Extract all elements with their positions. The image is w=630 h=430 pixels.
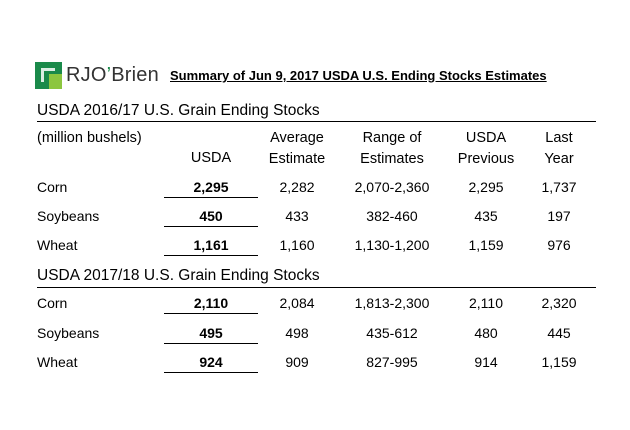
previous-value: 1,159 — [468, 237, 504, 253]
usda-value: 924 — [199, 354, 223, 370]
range-value: 382-460 — [366, 208, 418, 224]
section-title-2016-17: USDA 2016/17 U.S. Grain Ending Stocks — [37, 102, 320, 119]
last-year-value: 2,320 — [541, 295, 577, 311]
last-year-value: 445 — [547, 325, 571, 341]
col-header-usda: USDA — [190, 150, 232, 166]
section-divider — [37, 287, 596, 288]
col-header-average-estimate: Average Estimate — [268, 130, 326, 167]
col-header-range-of-estimates: Range of Estimates — [360, 130, 424, 167]
usda-underline — [164, 372, 258, 373]
row-label: Corn — [37, 295, 68, 311]
range-value: 2,070-2,360 — [354, 179, 430, 195]
usda-value: 1,161 — [193, 237, 229, 253]
average-estimate-value: 498 — [285, 325, 309, 341]
last-year-value: 197 — [547, 208, 571, 224]
range-value: 1,813-2,300 — [354, 295, 430, 311]
row-label: Wheat — [37, 354, 78, 370]
usda-underline — [164, 313, 258, 314]
previous-value: 435 — [474, 208, 498, 224]
row-label: Soybeans — [37, 325, 100, 341]
previous-value: 480 — [474, 325, 498, 341]
usda-underline — [164, 255, 258, 256]
range-value: 435-612 — [366, 325, 418, 341]
average-estimate-value: 2,084 — [279, 295, 315, 311]
row-label: Wheat — [37, 237, 78, 253]
average-estimate-value: 909 — [285, 354, 309, 370]
last-year-value: 976 — [547, 237, 571, 253]
previous-value: 2,110 — [469, 295, 503, 311]
range-value: 827-995 — [366, 354, 418, 370]
summary-title: Summary of Jun 9, 2017 USDA U.S. Ending … — [170, 68, 547, 83]
usda-value: 450 — [199, 208, 223, 224]
last-year-value: 1,159 — [541, 354, 577, 370]
previous-value: 2,295 — [468, 179, 504, 195]
average-estimate-value: 433 — [285, 208, 309, 224]
average-estimate-value: 2,282 — [279, 179, 315, 195]
col-header-last-year: Last Year — [544, 130, 574, 167]
section-divider — [37, 121, 596, 122]
average-estimate-value: 1,160 — [279, 237, 315, 253]
range-value: 1,130-1,200 — [354, 237, 430, 253]
usda-underline — [164, 226, 258, 227]
row-label: Corn — [37, 179, 68, 195]
section-title-2017-18: USDA 2017/18 U.S. Grain Ending Stocks — [37, 267, 320, 284]
units-label: (million bushels) — [37, 130, 142, 146]
previous-value: 914 — [474, 354, 498, 370]
usda-underline — [164, 197, 258, 198]
col-header-usda-previous: USDA Previous — [457, 130, 515, 167]
usda-underline — [164, 343, 258, 344]
usda-value: 2,295 — [193, 179, 229, 195]
logo-wordmark: RJO’Brien — [66, 63, 159, 86]
usda-value: 495 — [199, 325, 223, 341]
row-label: Soybeans — [37, 208, 100, 224]
logo-mark-icon — [35, 61, 62, 89]
last-year-value: 1,737 — [541, 179, 577, 195]
usda-value: 2,110 — [193, 295, 229, 311]
rjo-brien-logo: RJO’Brien — [35, 61, 159, 89]
